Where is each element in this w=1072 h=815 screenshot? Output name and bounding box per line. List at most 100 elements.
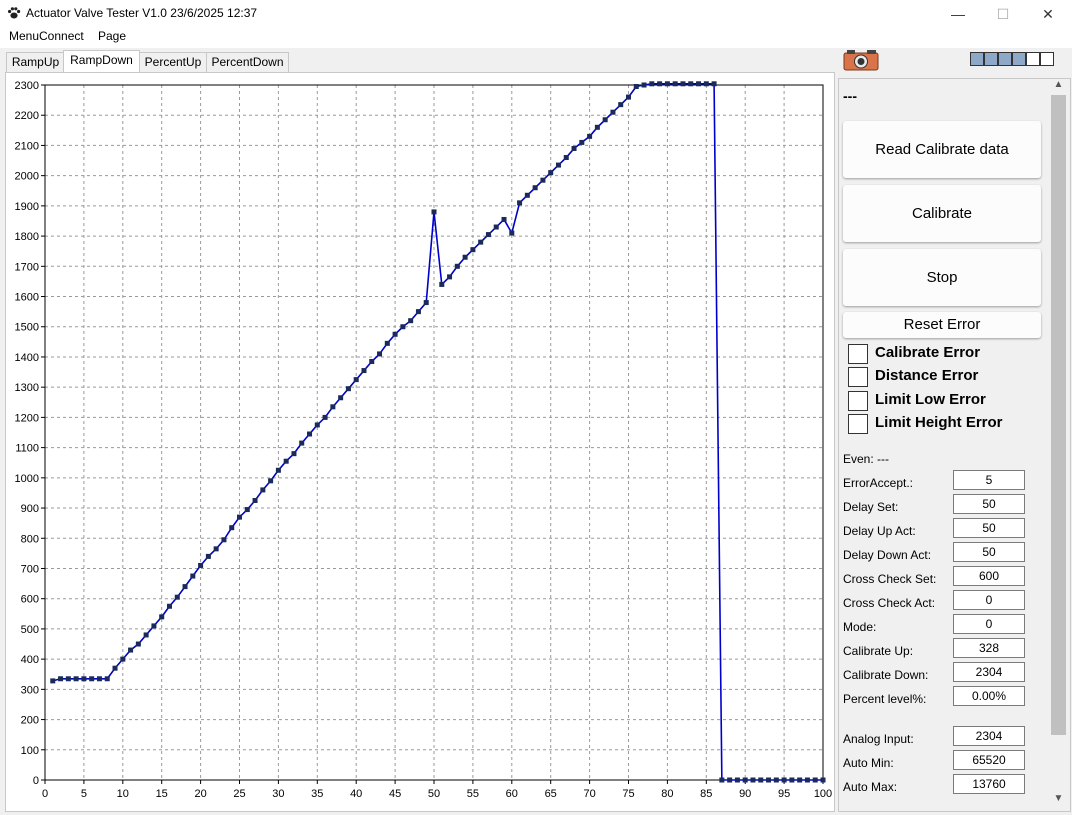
data-point [135,641,141,647]
data-point [400,324,406,330]
calibrate-down-field[interactable]: 2304 [953,662,1025,682]
analog-input-label: Analog Input: [843,732,914,746]
x-tick-label: 15 [156,788,168,800]
data-point [244,507,250,513]
data-point [548,170,554,176]
data-point [213,546,219,552]
scroll-down-icon[interactable]: ▼ [1053,793,1064,804]
data-point [493,224,499,230]
y-tick-label: 1100 [15,443,39,455]
menu-page[interactable]: Page [98,29,127,43]
data-point [758,777,764,783]
calibrate-up-field[interactable]: 328 [953,638,1025,658]
auto-max-field[interactable]: 13760 [953,774,1025,794]
stop-button[interactable]: Stop [843,249,1041,306]
data-point [159,614,165,620]
scroll-thumb[interactable] [1051,95,1066,735]
data-point [773,777,779,783]
data-point [384,340,390,346]
data-point [649,81,655,87]
menu-connect[interactable]: MenuConnect [9,29,84,43]
y-tick-label: 400 [21,654,39,666]
data-point [58,676,64,682]
maximize-button[interactable]: ☐ [996,6,1010,22]
distance-error-checkbox[interactable] [848,367,868,387]
tab-percentdown[interactable]: PercentDown [206,52,289,72]
title-bar: Actuator Valve Tester V1.0 23/6/2025 12:… [0,0,1072,28]
limit-height-error-checkbox[interactable] [848,414,868,434]
close-button[interactable]: ✕ [1042,6,1054,22]
x-tick-label: 75 [622,788,634,800]
tab-rampup[interactable]: RampUp [6,52,65,72]
data-point [174,594,180,600]
data-point [672,81,678,87]
rampdown-chart: 0 5 10 15 20 25 30 35 40 45 50 55 60 65 70 75 80 85 90 95 10… [15,80,833,800]
calibrate-error-checkbox[interactable] [848,344,868,364]
data-point [555,162,561,168]
y-tick-label: 2000 [15,171,39,183]
data-point [820,777,826,783]
data-point [65,676,71,682]
calibrate-button[interactable]: Calibrate [843,185,1041,242]
paw-icon [8,7,21,19]
delay-set-label: Delay Set: [843,500,899,514]
minimize-button[interactable]: — [951,6,965,22]
data-point [610,109,616,115]
delay-set-field[interactable]: 50 [953,494,1025,514]
y-tick-label: 1900 [15,201,39,213]
data-point [415,309,421,315]
x-tick-label: 25 [233,788,245,800]
data-point [104,676,110,682]
status-led-2 [984,52,998,66]
scroll-up-icon[interactable]: ▲ [1053,79,1064,90]
panel-scrollbar[interactable]: ▲ ▼ [1050,79,1067,809]
error-accept-field[interactable]: 5 [953,470,1025,490]
read-calibrate-button[interactable]: Read Calibrate data [843,121,1041,178]
data-point [361,368,367,374]
camera-icon[interactable] [843,49,879,71]
y-tick-label: 300 [21,684,39,696]
data-point [314,422,320,428]
tab-rampdown[interactable]: RampDown [63,50,140,72]
data-point [190,573,196,579]
auto-min-field[interactable]: 65520 [953,750,1025,770]
cross-check-set-label: Cross Check Set: [843,572,937,586]
delay-up-act-field[interactable]: 50 [953,518,1025,538]
tab-percentup[interactable]: PercentUp [139,52,207,72]
data-point [501,216,507,222]
data-point [81,676,87,682]
x-tick-label: 90 [739,788,751,800]
data-point [268,478,274,484]
data-point [307,431,313,437]
data-point [657,81,663,87]
y-tick-label: 700 [21,563,39,575]
data-point [641,82,647,88]
status-led-6 [1040,52,1054,66]
cross-check-set-field[interactable]: 600 [953,566,1025,586]
y-tick-label: 500 [21,624,39,636]
data-point [423,300,429,306]
data-point [478,239,484,245]
y-tick-label: 600 [21,594,39,606]
reset-error-button[interactable]: Reset Error [843,312,1041,338]
mode-field[interactable]: 0 [953,614,1025,634]
cross-check-act-field[interactable]: 0 [953,590,1025,610]
even-label: Even: --- [843,452,890,466]
analog-input-field[interactable]: 2304 [953,726,1025,746]
y-tick-label: 1800 [15,231,39,243]
x-tick-label: 80 [661,788,673,800]
limit-low-error-checkbox[interactable] [848,391,868,411]
y-tick-label: 800 [21,533,39,545]
data-point [229,525,235,531]
calibrate-up-label: Calibrate Up: [843,644,914,658]
y-tick-label: 2200 [15,110,39,122]
delay-down-act-field[interactable]: 50 [953,542,1025,562]
data-point [120,656,126,662]
data-point [252,497,258,503]
data-point [454,263,460,269]
calibrate-down-label: Calibrate Down: [843,668,929,682]
percent-level-field[interactable]: 0.00% [953,686,1025,706]
x-tick-label: 55 [467,788,479,800]
auto-max-label: Auto Max: [843,780,898,794]
data-point [128,647,134,653]
